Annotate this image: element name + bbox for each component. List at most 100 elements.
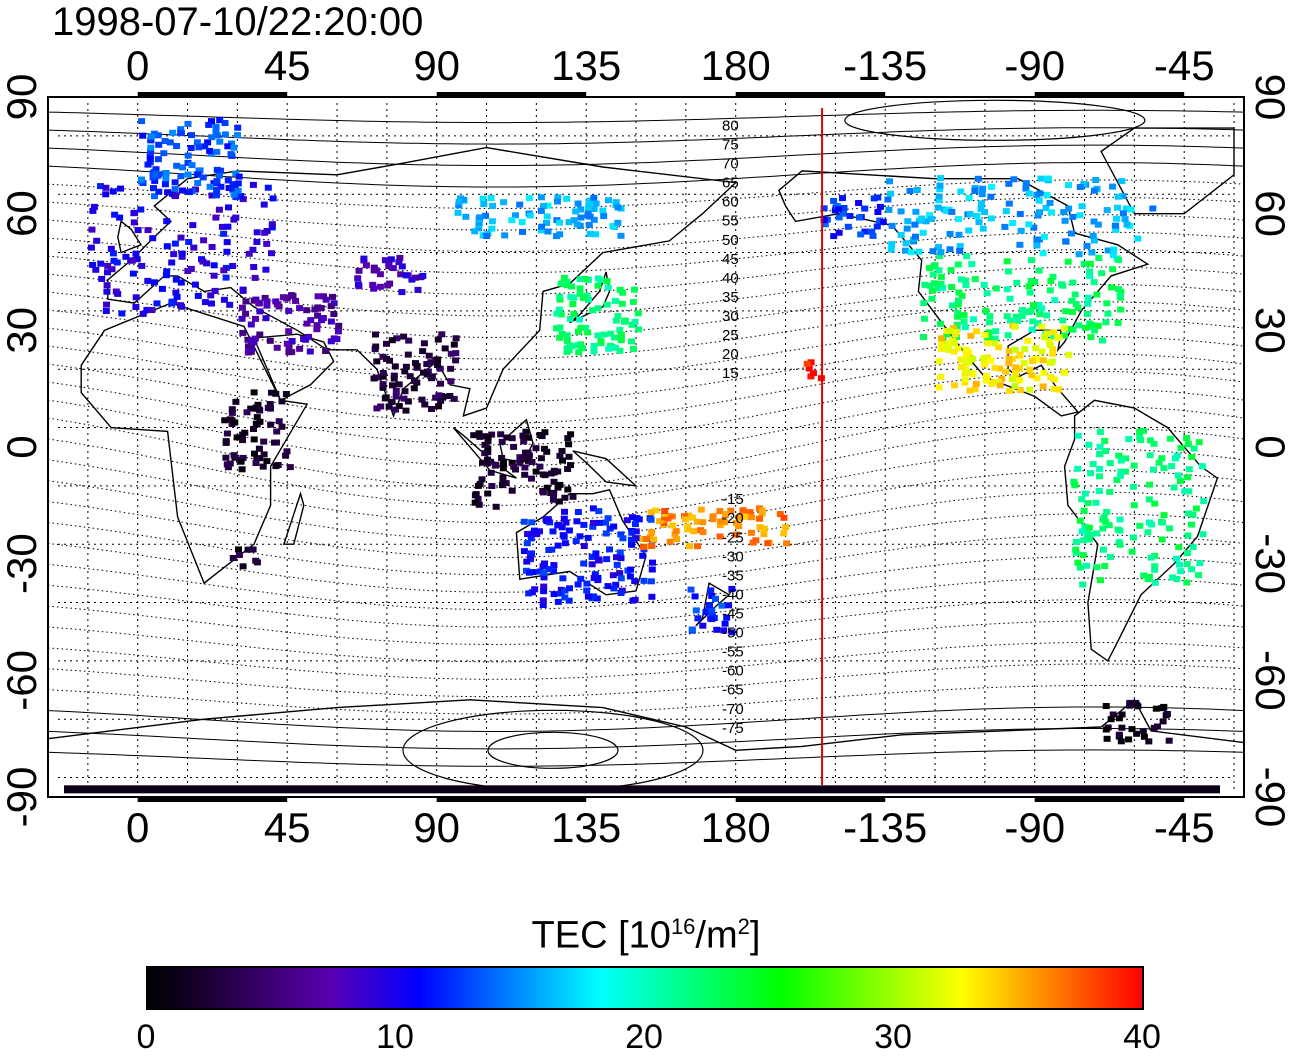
- tec-cell: [97, 183, 104, 190]
- tec-cell: [213, 166, 221, 173]
- tec-cell: [1090, 237, 1098, 244]
- tec-cell: [554, 598, 562, 605]
- tec-cell: [1088, 322, 1096, 328]
- tec-cell: [1027, 277, 1035, 284]
- tec-cell: [385, 259, 393, 266]
- tec-cell: [912, 233, 919, 240]
- tec-cell: [1158, 536, 1166, 543]
- tec-cell: [600, 213, 608, 220]
- tec-cell: [1113, 477, 1121, 483]
- tec-cell: [946, 328, 953, 335]
- tec-cell: [228, 406, 236, 413]
- tec-cell: [642, 536, 650, 543]
- tec-cell: [1103, 300, 1111, 307]
- tec-cell: [381, 395, 389, 402]
- tec-cell: [150, 279, 158, 286]
- tec-cell: [556, 219, 563, 226]
- tec-cell: [543, 220, 550, 226]
- tec-cell: [1084, 500, 1092, 507]
- tec-cell: [216, 172, 223, 179]
- tec-cell: [1012, 370, 1019, 377]
- tec-cell: [1121, 216, 1129, 223]
- tec-cell: [1117, 457, 1125, 464]
- tec-cell: [1109, 183, 1117, 190]
- tec-cell: [1119, 210, 1127, 217]
- tec-cell: [717, 518, 725, 525]
- tec-cell: [1099, 546, 1107, 553]
- tec-cell: [556, 324, 564, 331]
- tec-cell: [992, 328, 1000, 335]
- tec-cell: [1090, 218, 1098, 225]
- tec-cell: [520, 454, 528, 461]
- tec-cell: [223, 430, 231, 437]
- tec-cell: [155, 141, 163, 148]
- tec-cell: [243, 409, 251, 416]
- tec-cell: [1116, 541, 1124, 548]
- tec-cell: [588, 561, 596, 568]
- tec-cell: [508, 487, 516, 494]
- tec-cell: [969, 316, 977, 323]
- tec-cell: [586, 197, 594, 204]
- tec-cell: [130, 219, 138, 226]
- tec-cell: [245, 343, 252, 350]
- map-edge-bars: [137, 92, 1185, 802]
- tec-cell: [756, 524, 764, 531]
- mag-lat-label: -15: [722, 491, 744, 508]
- tec-cell: [255, 445, 263, 452]
- left-lat-label: -90: [0, 767, 45, 828]
- tec-cell: [590, 342, 598, 349]
- tec-cell: [820, 205, 828, 212]
- tec-cell: [1079, 581, 1087, 588]
- tec-cell: [220, 296, 228, 303]
- tec-cell: [404, 398, 412, 405]
- top-lon-label: -45: [1154, 42, 1215, 89]
- tec-cell: [617, 531, 625, 538]
- tec-cell: [563, 337, 571, 344]
- tec-cell: [681, 513, 688, 520]
- tec-cell: [987, 193, 995, 200]
- tec-cell: [250, 389, 258, 396]
- tec-cell: [1081, 523, 1089, 530]
- tec-cell: [487, 458, 495, 465]
- tec-cell: [971, 386, 979, 393]
- tec-cell: [951, 340, 958, 346]
- tec-cell: [1028, 326, 1036, 333]
- tec-cell: [994, 379, 1002, 386]
- tec-cell: [611, 297, 619, 304]
- tec-cell: [531, 527, 538, 534]
- tec-cell: [191, 281, 199, 288]
- tec-cell: [1102, 726, 1110, 733]
- tec-cell: [268, 389, 275, 396]
- tec-cell: [404, 351, 412, 358]
- tec-cell: [476, 433, 484, 440]
- tec-cell: [991, 364, 999, 371]
- tec-cell: [1128, 548, 1136, 555]
- left-lat-label: 0: [0, 435, 45, 458]
- tec-cell: [389, 382, 396, 389]
- tec-cell: [1046, 199, 1054, 206]
- tec-map: 80 75 70 65 60 55 50 45 40 35 30 25 20 15 -15 -20 -25 -30…: [0, 42, 1292, 851]
- tec-cell: [1090, 279, 1098, 286]
- tec-cell: [617, 555, 625, 562]
- tec-cell: [1122, 205, 1130, 212]
- tec-cell: [574, 509, 582, 515]
- tec-cell: [1127, 206, 1135, 213]
- mag-lat-curve: [47, 513, 1245, 576]
- tec-cell: [1075, 322, 1083, 329]
- tec-cell: [732, 531, 740, 538]
- tec-cell: [1114, 204, 1121, 211]
- tec-cell: [322, 296, 330, 303]
- tec-cell: [1005, 355, 1013, 362]
- tec-cell: [370, 375, 378, 382]
- tec-cell: [833, 203, 841, 210]
- tec-cell: [628, 536, 636, 543]
- tec-cell: [1069, 326, 1077, 333]
- tec-cell: [412, 274, 419, 281]
- tec-cell: [1048, 209, 1055, 216]
- tec-cell: [1076, 517, 1084, 524]
- tec-cell: [166, 139, 174, 146]
- tec-cell: [296, 305, 304, 312]
- tec-cell: [522, 428, 530, 435]
- tec-cell: [285, 328, 293, 335]
- tec-cell: [540, 569, 548, 576]
